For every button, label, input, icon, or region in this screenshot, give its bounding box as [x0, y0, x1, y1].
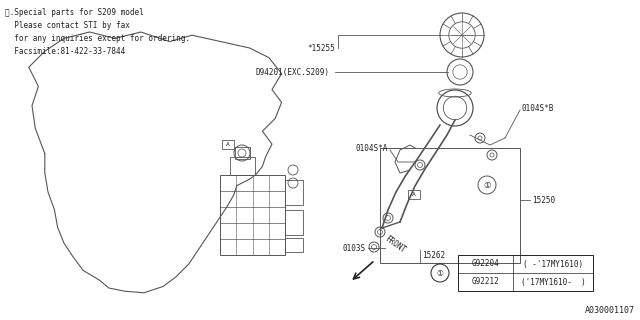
Text: 15262: 15262	[422, 252, 445, 260]
Bar	[458, 255, 593, 291]
Bar	[285, 210, 303, 235]
Bar	[380, 148, 520, 263]
Text: Please contact STI by fax: Please contact STI by fax	[5, 21, 130, 30]
Text: A: A	[412, 192, 416, 197]
Bar	[230, 157, 255, 175]
Text: FRONT: FRONT	[383, 234, 407, 255]
Bar	[222, 140, 234, 149]
Text: ①: ①	[483, 180, 491, 189]
Text: 15250: 15250	[532, 196, 555, 204]
Bar	[220, 175, 285, 255]
Text: *15255: *15255	[307, 44, 335, 52]
Bar	[408, 190, 420, 199]
Bar	[285, 180, 303, 205]
Text: ('17MY1610-  ): ('17MY1610- )	[520, 277, 586, 286]
Text: A: A	[226, 142, 230, 147]
Text: A030001107: A030001107	[585, 306, 635, 315]
Text: D94201(EXC.S209): D94201(EXC.S209)	[256, 68, 330, 76]
Text: 0103S: 0103S	[343, 244, 366, 252]
Bar	[235, 147, 250, 159]
Text: ①: ①	[436, 268, 444, 277]
Text: for any inquiries except for ordering.: for any inquiries except for ordering.	[5, 34, 190, 43]
Text: G92204: G92204	[472, 260, 499, 268]
Bar	[285, 238, 303, 252]
Text: ※.Special parts for S209 model: ※.Special parts for S209 model	[5, 8, 144, 17]
Text: 0104S*A: 0104S*A	[356, 143, 388, 153]
Text: ( -'17MY1610): ( -'17MY1610)	[523, 260, 583, 268]
Text: 0104S*B: 0104S*B	[522, 103, 554, 113]
Text: G92212: G92212	[472, 277, 499, 286]
Text: Facsimile:81-422-33-7844: Facsimile:81-422-33-7844	[5, 47, 125, 56]
